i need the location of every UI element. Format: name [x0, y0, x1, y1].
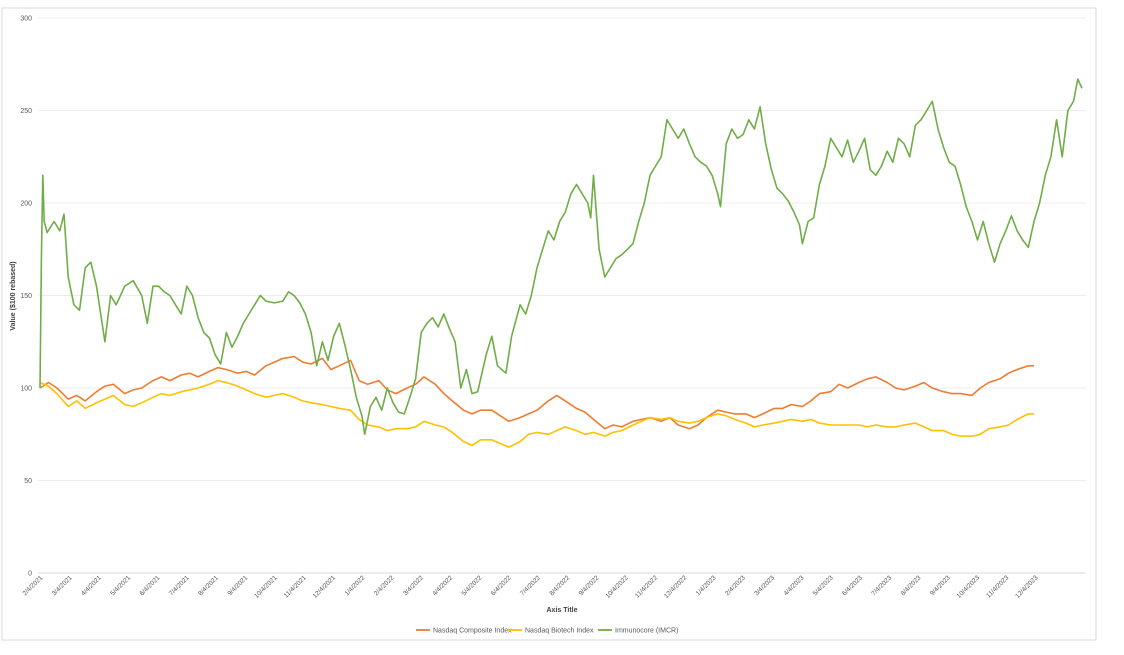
legend-label-0: Nasdaq Composite Index — [433, 628, 512, 635]
series-line-1 — [39, 379, 1034, 449]
y-tick-label: 200 — [20, 201, 32, 208]
legend-label-2: Immunocore (IMCR) — [615, 628, 678, 635]
series-line-2 — [39, 78, 1083, 436]
legend: Nasdaq Composite Index Nasdaq Biotech Ind… — [416, 628, 678, 635]
y-tick-label: 0 — [28, 571, 32, 578]
y-tick-label: 150 — [20, 293, 32, 300]
y-axis-ticks: 0 50 100 150 200 250 300 — [20, 16, 32, 578]
y-axis-title: Value ($100 rebased) — [10, 261, 17, 330]
legend-label-1: Nasdaq Biotech Index — [525, 628, 594, 635]
chart-border — [1, 7, 1097, 641]
series-line-0 — [39, 355, 1034, 430]
y-tick-label: 250 — [20, 108, 32, 115]
y-tick-label: 300 — [20, 16, 32, 23]
x-axis-title: Axis Title — [547, 607, 578, 614]
y-tick-label: 50 — [24, 478, 32, 485]
series-lines — [39, 78, 1083, 449]
y-tick-label: 100 — [20, 386, 32, 393]
